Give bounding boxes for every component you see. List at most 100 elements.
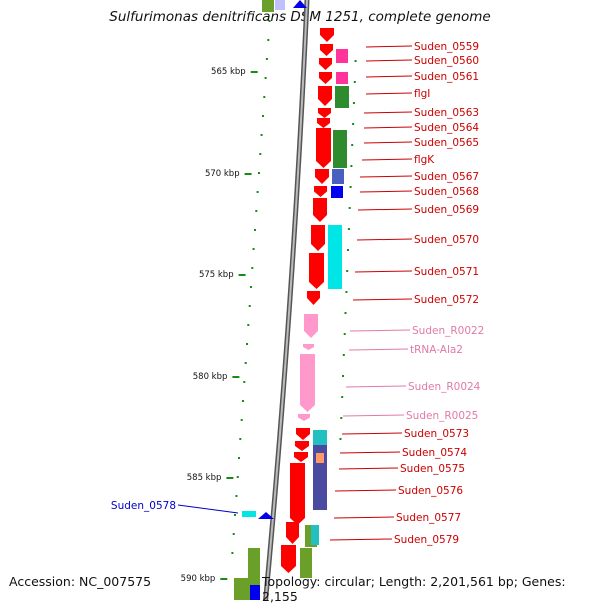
- cds-arrow: [303, 344, 314, 350]
- feature-label: Suden_0572: [414, 294, 479, 306]
- cds-arrow: [307, 291, 320, 305]
- label-leader: [365, 92, 413, 95]
- gc-dot-right: [342, 354, 345, 356]
- feature-label: flgK: [414, 154, 435, 166]
- gc-dot-left: [251, 267, 254, 269]
- gc-dot-right: [347, 249, 349, 251]
- feature-label: flgI: [414, 88, 430, 100]
- cds-arrow: [281, 545, 296, 573]
- gc-dot-left: [263, 96, 266, 98]
- scale-tick: [250, 71, 258, 73]
- gc-skew-track: [231, 20, 357, 554]
- label-leader: [363, 111, 413, 114]
- scale-tick: [244, 173, 252, 175]
- feature-labels: Suden_0559 Suden_0560 Suden_0561 flgI Suden_…: [111, 41, 484, 546]
- cds-arrow: [298, 414, 310, 421]
- gc-dot-right: [341, 396, 344, 398]
- feature-label: Suden_0563: [414, 107, 479, 119]
- map-title: Sulfurimonas denitrificans DSM 1251, com…: [109, 9, 491, 25]
- cds-arrow: [295, 441, 309, 451]
- gc-dot-right: [354, 60, 357, 62]
- label-leader: [357, 208, 413, 211]
- gc-dot-left: [248, 305, 251, 307]
- label-leader: [349, 329, 411, 332]
- gc-dot-left: [244, 362, 247, 364]
- cog-box: [311, 525, 319, 545]
- scale-tick-label: 585 kbp: [187, 473, 222, 483]
- cds-arrow: [315, 169, 329, 184]
- feature-label: Suden_0559: [414, 41, 479, 53]
- feature-label: Suden_0571: [414, 266, 479, 278]
- accession-text: Accession: NC_007575: [9, 574, 152, 589]
- gc-dot-right: [345, 291, 348, 293]
- label-leader: [359, 175, 413, 178]
- label-leader: [352, 298, 413, 301]
- gc-dot-right: [342, 375, 344, 377]
- label-leader: [342, 414, 405, 417]
- cog-box: [335, 86, 349, 108]
- cog-box: [242, 511, 256, 517]
- feature-blocks: [234, 0, 349, 600]
- gc-dot-left: [264, 77, 267, 79]
- cds-arrow: [320, 44, 333, 56]
- gc-dot-right: [352, 102, 355, 104]
- feature-label: Suden_0565: [414, 137, 479, 149]
- feature-label: Suden_0568: [414, 186, 479, 198]
- label-leader: [363, 141, 413, 144]
- cog-box: [250, 585, 260, 600]
- label-leader: [354, 270, 413, 273]
- gc-dot-left: [267, 39, 270, 41]
- cog-box: [333, 130, 347, 168]
- cog-box: [331, 186, 343, 198]
- label-leader: [365, 45, 413, 48]
- label-leader: [348, 348, 409, 351]
- label-leader: [361, 158, 413, 161]
- feature-label: Suden_R0025: [406, 410, 478, 422]
- feature-label: Suden_0576: [398, 485, 463, 497]
- scale-tick-label: 570 kbp: [205, 169, 240, 179]
- gc-dot-left: [234, 514, 236, 516]
- gc-dot-left: [240, 419, 243, 421]
- scale-tick: [232, 376, 240, 378]
- feature-label: Suden_0570: [414, 234, 479, 246]
- cog-box: [332, 169, 344, 184]
- cds-arrow: [290, 463, 305, 525]
- cds-arrow: [318, 86, 332, 106]
- gc-dot-right: [346, 270, 349, 272]
- cog-box: [313, 430, 327, 445]
- feature-label: Suden_R0022: [412, 325, 484, 337]
- feature-label: Suden_0574: [402, 447, 467, 459]
- gc-dot-left: [239, 438, 242, 440]
- feature-label: Suden_R0024: [408, 381, 481, 393]
- left-strand-arrow: [258, 512, 274, 519]
- cds-arrow: [309, 253, 324, 289]
- gc-dot-left: [247, 324, 250, 326]
- gc-dot-left: [260, 134, 263, 136]
- cds-arrow: [316, 128, 331, 168]
- cds-arrow: [313, 198, 327, 222]
- feature-label: Suden_0578: [111, 500, 176, 512]
- cds-arrow: [296, 428, 310, 440]
- gc-dot-right: [343, 333, 346, 335]
- gc-dot-right: [348, 207, 351, 209]
- gc-dot-right: [344, 312, 347, 314]
- cds-arrow: [320, 28, 334, 42]
- gc-dot-left: [246, 343, 248, 345]
- cds-arrow: [314, 186, 327, 197]
- gc-dot-left: [250, 286, 252, 288]
- scale-tick: [220, 578, 228, 580]
- scale-ticks: 565 kbp 570 kbp 575 kbp 580 kbp 585 kbp 590 k…: [181, 67, 258, 584]
- label-leader: [345, 385, 407, 388]
- cog-box: [234, 578, 248, 600]
- backbone-highlight: [264, 0, 308, 600]
- scale-tick-label: 580 kbp: [193, 372, 228, 382]
- cds-arrow: [317, 118, 330, 128]
- gc-dot-left: [235, 495, 238, 497]
- gc-dot-left: [255, 210, 258, 212]
- gc-dot-right: [339, 438, 342, 440]
- feature-label: Suden_0577: [396, 512, 461, 524]
- gc-dot-left: [243, 381, 246, 383]
- cog-box: [328, 225, 342, 289]
- cog-box: [336, 72, 348, 84]
- gc-dot-left: [258, 172, 260, 174]
